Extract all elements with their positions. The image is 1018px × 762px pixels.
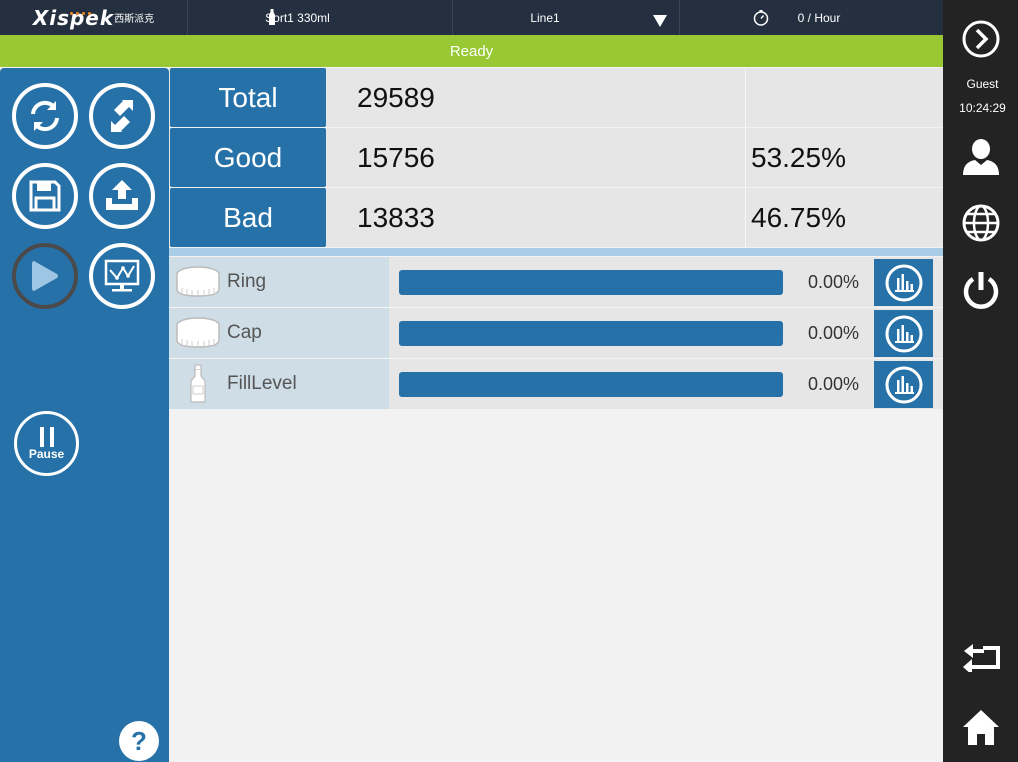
sync-button[interactable] <box>89 83 155 149</box>
globe-icon <box>962 204 999 242</box>
logo: Xispek 西斯派克 <box>0 0 188 35</box>
ring-icon <box>176 266 220 297</box>
total-value: 29589 <box>357 81 435 113</box>
defect-progress-bar <box>399 321 783 346</box>
clock-time: 10:24:29 <box>959 101 1006 115</box>
rate-text: 0 / Hour <box>797 10 841 25</box>
good-value: 15756 <box>357 141 435 173</box>
upload-button[interactable] <box>89 163 155 229</box>
bar-chart-icon <box>885 315 922 352</box>
defect-row-filllevel: FillLevel 0.00% <box>169 359 943 410</box>
defect-percent: 0.00% <box>807 322 859 343</box>
product-selector[interactable]: Sort1 330ml <box>188 0 453 35</box>
floppy-disk-icon <box>29 180 61 212</box>
logo-text: Xispek <box>32 5 115 30</box>
pause-icon <box>39 426 54 447</box>
line-selector[interactable]: Line1 <box>453 0 680 35</box>
stat-row-good: Good 15756 53.25% <box>169 128 943 188</box>
power-icon <box>963 272 998 309</box>
right-sidebar: Guest 10:24:29 <box>943 0 1018 762</box>
power-button[interactable] <box>943 270 1018 310</box>
chevron-down-icon <box>653 15 667 27</box>
user-icon <box>962 139 999 175</box>
bar-chart-icon <box>885 366 922 403</box>
upload-tray-icon <box>106 180 138 210</box>
defect-name: Ring <box>227 271 267 292</box>
defect-name: Cap <box>227 322 262 343</box>
top-bar: Xispek 西斯派克 Sort1 330ml Line1 0 / Hour <box>0 0 943 35</box>
defect-chart-button[interactable] <box>874 259 933 306</box>
defect-name: FillLevel <box>227 373 297 394</box>
bottle-icon <box>190 364 206 403</box>
left-panel: Pause ? <box>0 68 169 762</box>
defect-progress-bar <box>399 372 783 397</box>
good-percent: 53.25% <box>751 141 846 173</box>
chevron-right-circle-icon <box>962 20 999 58</box>
pause-label: Pause <box>28 446 65 461</box>
chart-monitor-icon <box>104 259 140 292</box>
defect-percent: 0.00% <box>807 271 859 292</box>
stat-row-bad: Bad 13833 46.75% <box>169 188 943 248</box>
good-label: Good <box>170 128 326 187</box>
swap-arrows-icon <box>111 100 133 132</box>
status-text: Ready <box>449 42 494 60</box>
divider <box>169 248 943 256</box>
home-icon <box>962 710 999 745</box>
monitor-button[interactable] <box>89 243 155 309</box>
start-button[interactable] <box>12 243 78 309</box>
defect-percent: 0.00% <box>807 373 859 394</box>
defect-list: Ring 0.00% <box>169 257 943 410</box>
refresh-icon <box>31 100 59 132</box>
save-button[interactable] <box>12 163 78 229</box>
defect-row-ring: Ring 0.00% <box>169 257 943 308</box>
line-name: Line1 <box>530 10 560 25</box>
defect-progress-bar <box>399 270 783 295</box>
user-name: Guest <box>966 77 999 91</box>
user-button[interactable] <box>943 138 1018 176</box>
play-icon <box>32 261 58 291</box>
defect-chart-button[interactable] <box>874 361 933 408</box>
defect-row-cap: Cap 0.00% <box>169 308 943 359</box>
status-bar: Ready <box>0 35 943 67</box>
rate-display: 0 / Hour <box>680 0 943 35</box>
product-name: Sort1 330ml <box>265 10 330 25</box>
home-button[interactable] <box>943 707 1018 747</box>
bad-value: 13833 <box>357 201 435 233</box>
language-button[interactable] <box>943 203 1018 243</box>
question-mark-icon: ? <box>131 725 147 756</box>
bottle-icon <box>269 9 275 25</box>
logo-subtext: 西斯派克 <box>114 14 155 25</box>
expand-button[interactable] <box>943 19 1018 59</box>
cap-icon <box>176 317 220 348</box>
help-button[interactable]: ? <box>119 721 159 761</box>
back-button[interactable] <box>943 642 1018 672</box>
bad-label: Bad <box>170 188 326 247</box>
stats-panel: Total 29589 Good 15756 53.25% Bad 13833 … <box>169 68 943 248</box>
stopwatch-icon <box>753 10 769 26</box>
bad-percent: 46.75% <box>751 201 846 233</box>
defect-chart-button[interactable] <box>874 310 933 357</box>
total-label: Total <box>170 68 326 127</box>
reset-button[interactable] <box>12 83 78 149</box>
bar-chart-icon <box>885 264 922 301</box>
stat-row-total: Total 29589 <box>169 68 943 128</box>
return-arrow-icon <box>962 644 1000 672</box>
pause-button[interactable]: Pause <box>14 411 79 476</box>
